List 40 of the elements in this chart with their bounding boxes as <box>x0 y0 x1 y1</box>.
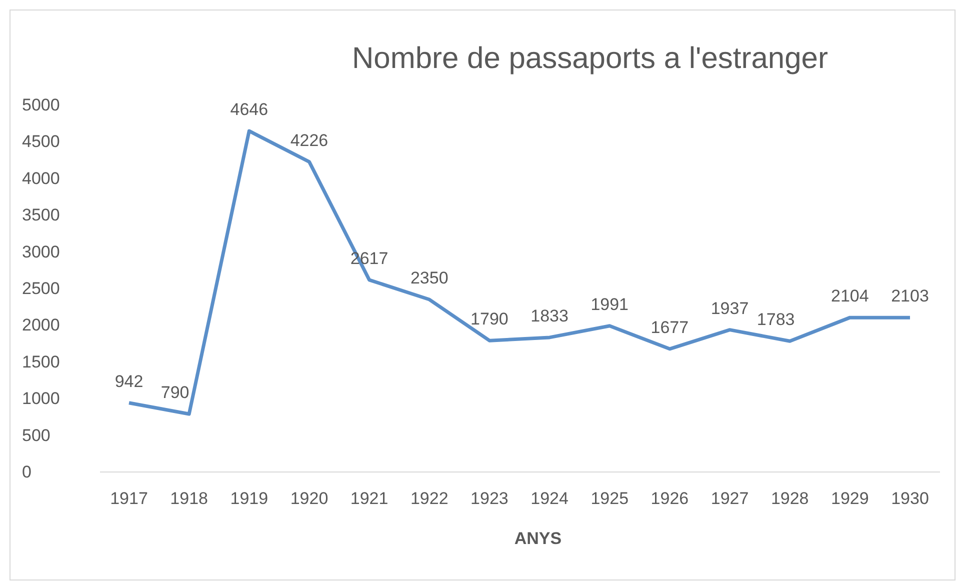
y-tick-label: 3500 <box>22 206 60 225</box>
x-tick-label: 1923 <box>470 488 508 508</box>
x-tick-label: 1928 <box>770 488 809 508</box>
x-tick-label: 1918 <box>170 488 208 508</box>
x-tick-label: 1929 <box>831 488 869 508</box>
y-tick-label: 1000 <box>22 389 60 408</box>
y-tick-label: 4500 <box>22 132 60 152</box>
y-tick-label: 3000 <box>22 242 60 262</box>
y-tick-label: 2000 <box>22 316 60 335</box>
data-label: 2103 <box>891 286 929 306</box>
x-tick-label: 1926 <box>650 488 689 508</box>
y-tick-label: 2500 <box>22 278 60 298</box>
data-label: 4226 <box>290 130 328 150</box>
data-label: 1833 <box>530 306 568 326</box>
x-tick-label: 1921 <box>350 488 388 508</box>
x-tick-label: 1930 <box>891 488 929 508</box>
data-label: 1790 <box>470 310 508 329</box>
x-tick-label: 1919 <box>230 488 268 508</box>
x-tick-label: 1927 <box>710 488 749 508</box>
data-label: 790 <box>160 383 190 402</box>
data-label: 942 <box>114 372 144 391</box>
data-label: 1783 <box>756 310 795 330</box>
x-tick-label: 1922 <box>410 488 448 508</box>
y-tick-label: 4000 <box>22 168 60 188</box>
x-tick-label: 1917 <box>110 488 148 508</box>
data-label: 2350 <box>410 268 448 288</box>
x-tick-label: 1924 <box>530 488 568 508</box>
x-tick-label: 1920 <box>290 488 328 508</box>
data-label: 4646 <box>230 100 268 119</box>
y-tick-label: 0 <box>22 462 32 482</box>
data-label: 2104 <box>831 286 869 306</box>
x-axis-title: ANYS <box>514 529 562 548</box>
y-tick-label: 5000 <box>22 95 60 114</box>
y-tick-label: 1500 <box>22 352 60 372</box>
data-label: 1937 <box>710 298 749 318</box>
data-label: 1677 <box>650 318 689 337</box>
chart-title: Nombre de passaports a l'estranger <box>352 42 828 75</box>
data-label: 1991 <box>590 294 629 314</box>
y-tick-label: 500 <box>22 426 50 445</box>
x-tick-label: 1925 <box>590 488 629 508</box>
